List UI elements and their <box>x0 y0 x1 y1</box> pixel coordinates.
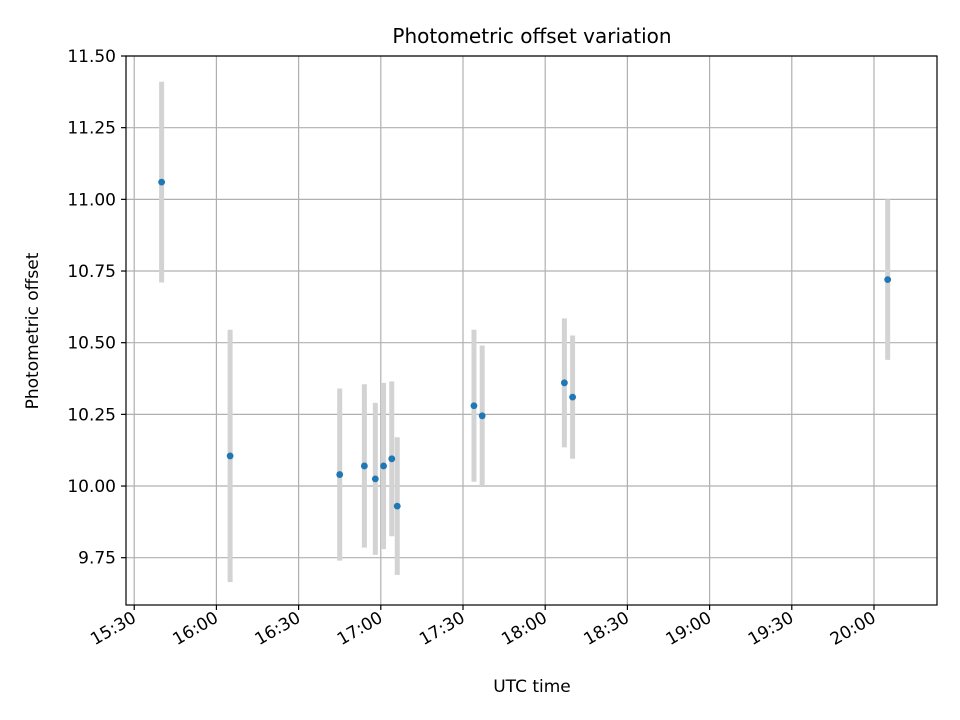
data-point <box>388 455 396 463</box>
y-tick-label: 9.75 <box>78 549 116 569</box>
y-tick-label: 10.25 <box>67 405 116 425</box>
data-point <box>884 276 892 284</box>
y-tick-label: 11.25 <box>67 119 116 139</box>
y-tick-label: 10.00 <box>67 477 116 497</box>
x-axis-title: UTC time <box>493 677 571 697</box>
data-point <box>158 178 166 186</box>
y-tick-label: 10.75 <box>67 262 116 282</box>
y-tick-label: 11.00 <box>67 190 116 210</box>
grid <box>126 55 937 605</box>
data-point <box>226 452 234 460</box>
data-point <box>569 393 576 401</box>
data-point <box>478 412 486 420</box>
y-axis-title: Photometric offset <box>23 252 43 409</box>
data-point <box>371 475 379 483</box>
data-point <box>360 462 368 470</box>
data-point <box>470 402 478 410</box>
data-point <box>393 502 401 510</box>
data-point <box>380 462 387 470</box>
chart-title: Photometric offset variation <box>392 24 671 48</box>
y-tick-label: 11.50 <box>67 47 116 67</box>
data-points <box>158 178 892 510</box>
y-tick-label: 10.50 <box>67 334 116 354</box>
plot-area-frame <box>125 55 938 606</box>
data-point <box>560 379 568 387</box>
y-axis-ticks: 9.75 10.00 10.25 10.50 10.75 11.00 11.25 11.50 <box>67 47 126 569</box>
data-point <box>336 471 344 478</box>
